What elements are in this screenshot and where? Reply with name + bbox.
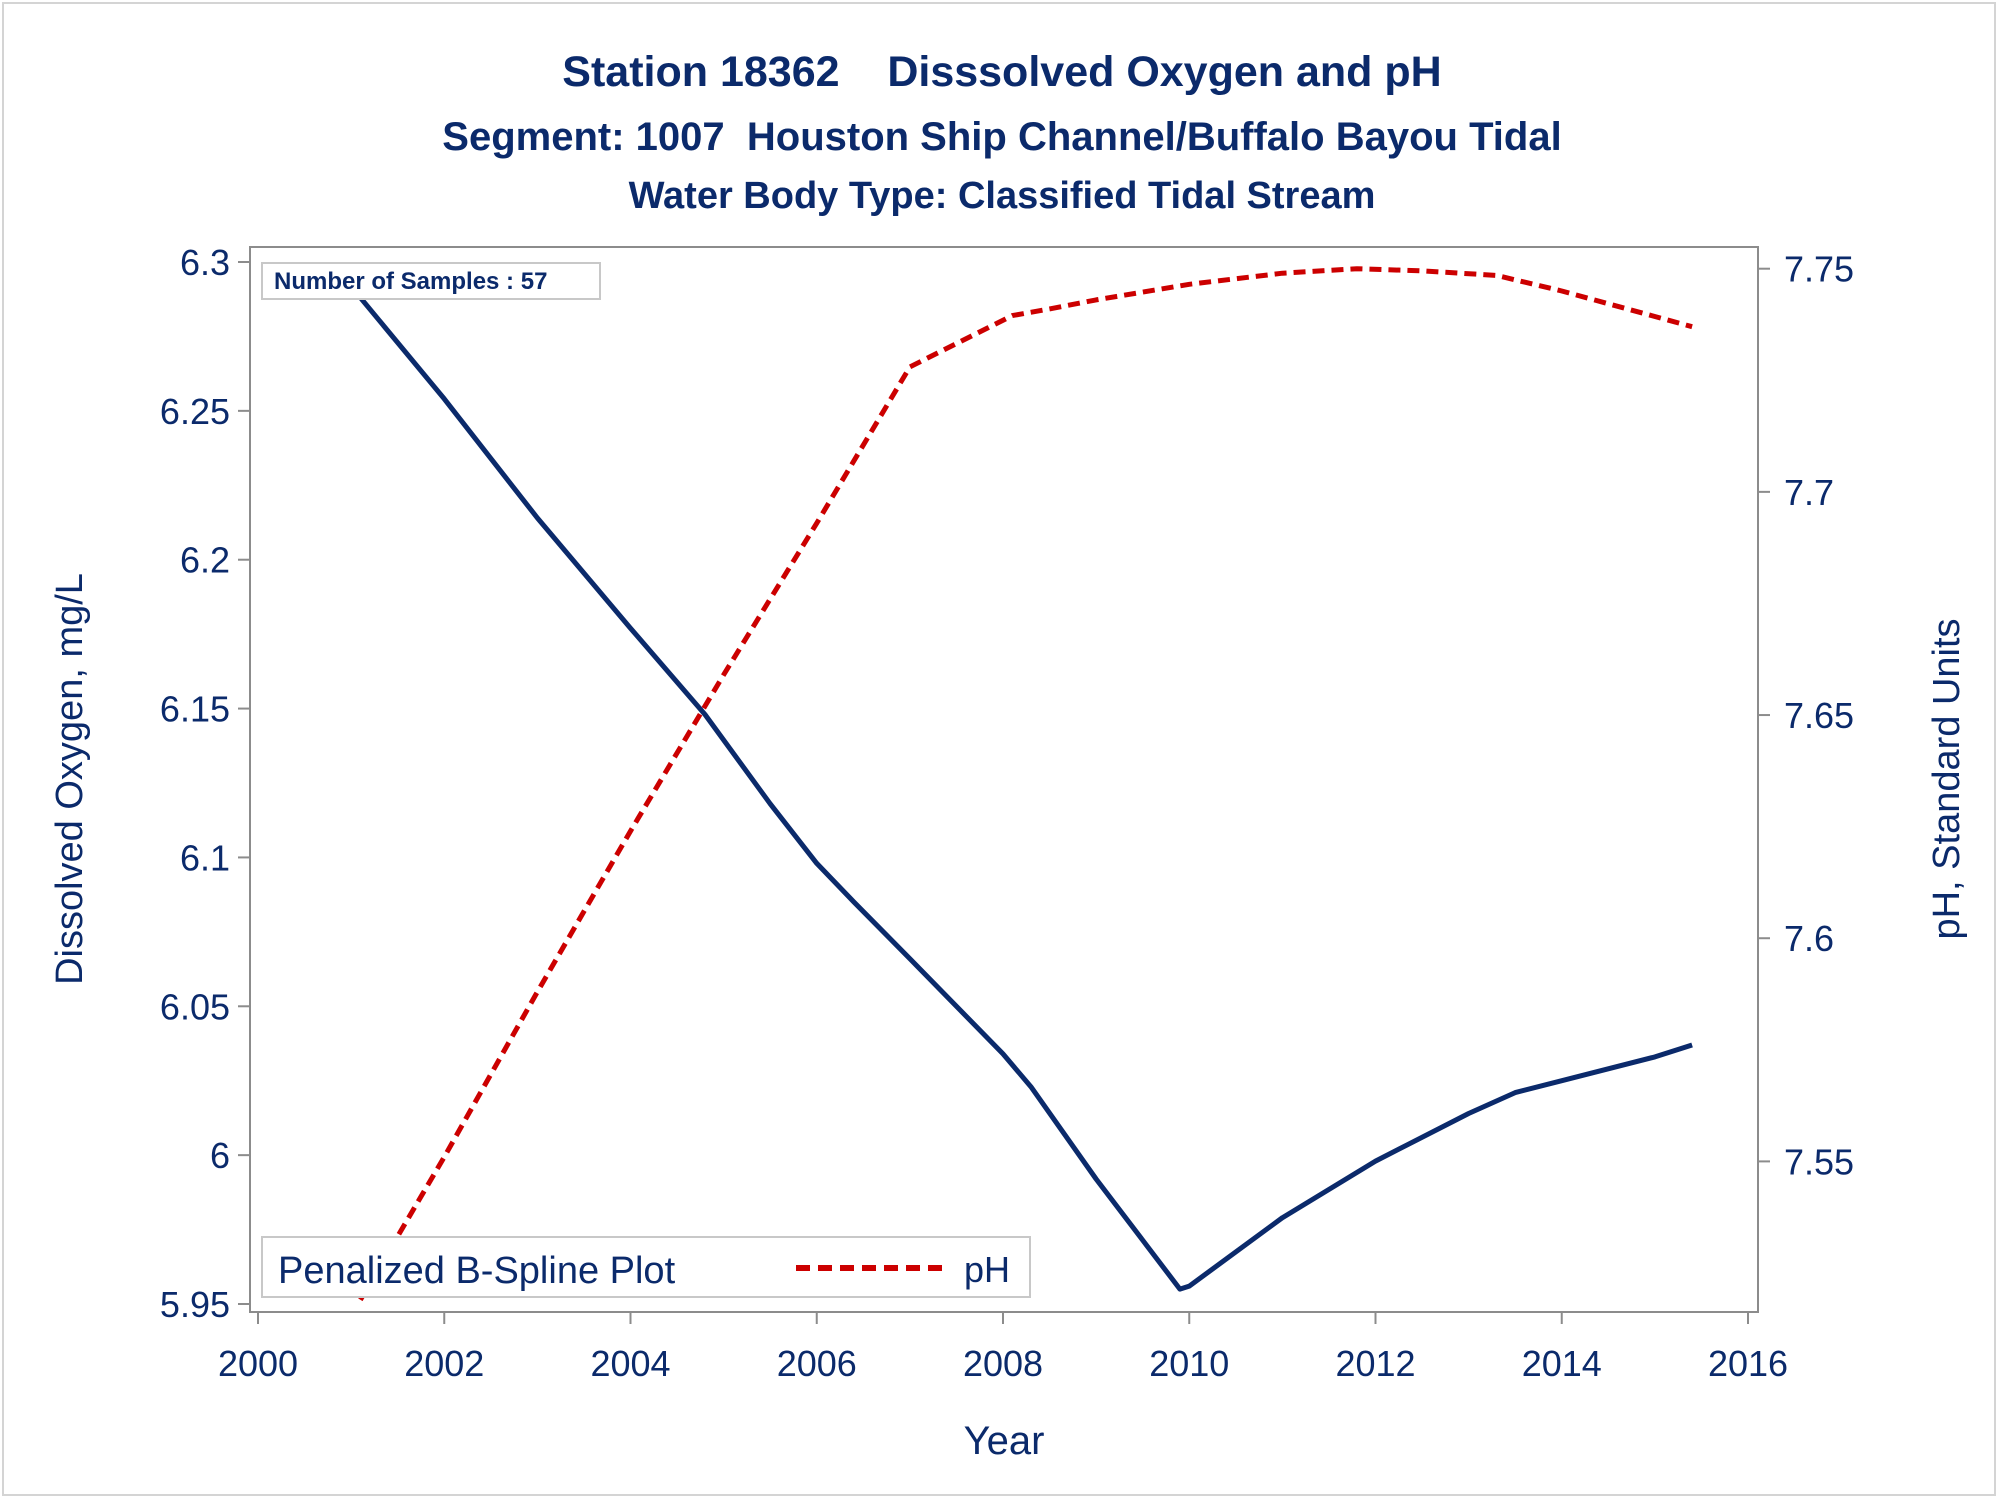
x-tick-label: 2002 xyxy=(404,1343,484,1384)
x-tick-label: 2006 xyxy=(777,1343,857,1384)
legend: Penalized B-Spline Plot pH xyxy=(261,1236,1031,1298)
y2-tick-label: 7.6 xyxy=(1784,918,1834,959)
legend-entry-ph: pH xyxy=(964,1249,1010,1290)
legend-title: Penalized B-Spline Plot xyxy=(278,1250,676,1292)
x-tick-label: 2000 xyxy=(218,1343,298,1384)
y2-axis-label: pH, Standard Units xyxy=(1926,618,1968,939)
y-axis-right: 7.55 7.6 7.65 7.7 7.75 xyxy=(1758,249,1854,1182)
dual-axis-line-chart: Station 18362 Disssolved Oxygen and pH S… xyxy=(49,48,1968,1463)
y2-tick-label: 7.65 xyxy=(1784,695,1854,736)
plot-area xyxy=(249,246,1759,1313)
y-axis-label: Dissolved Oxygen, mg/L xyxy=(49,573,91,985)
y-tick-label: 6.15 xyxy=(160,689,230,730)
y-tick-label: 6.3 xyxy=(180,242,230,283)
sample-count-frame xyxy=(261,262,601,300)
series-line-ph xyxy=(358,266,1693,1302)
y-tick-label: 6.2 xyxy=(180,540,230,581)
y-tick-label: 6.05 xyxy=(160,986,230,1027)
chart-subtitle-water-body: Water Body Type: Classified Tidal Stream xyxy=(629,175,1376,217)
x-tick-label: 2014 xyxy=(1522,1343,1602,1384)
x-tick-label: 2008 xyxy=(963,1343,1043,1384)
series-layer xyxy=(358,266,1693,1302)
x-tick-label: 2004 xyxy=(590,1343,670,1384)
sample-count-text: Number of Samples : 57 xyxy=(274,268,547,295)
series-line-dissolved-oxygen xyxy=(358,296,1693,1292)
x-tick-label: 2010 xyxy=(1149,1343,1229,1384)
y2-tick-label: 7.75 xyxy=(1784,249,1854,290)
y-tick-label: 6 xyxy=(210,1135,230,1176)
y2-tick-label: 7.7 xyxy=(1784,472,1834,513)
y-tick-label: 6.25 xyxy=(160,391,230,432)
y-tick-label: 5.95 xyxy=(160,1284,230,1325)
chart-subtitle: Segment: 1007 Houston Ship Channel/Buffa… xyxy=(442,115,1561,159)
y-tick-label: 6.1 xyxy=(180,837,230,878)
y2-tick-label: 7.55 xyxy=(1784,1141,1854,1182)
x-tick-label: 2012 xyxy=(1335,1343,1415,1384)
legend-frame xyxy=(261,1236,1031,1298)
y-axis-left: 5.95 6 6.05 6.1 6.15 6.2 6.25 6.3 xyxy=(160,242,250,1325)
x-axis: 2000 2002 2004 2006 2008 2010 2012 2014 2016 xyxy=(218,1312,1788,1384)
x-tick-label: 2016 xyxy=(1708,1343,1788,1384)
chart-title: Station 18362 Disssolved Oxygen and pH xyxy=(562,48,1441,96)
sample-count-box: Number of Samples : 57 xyxy=(261,262,601,300)
x-axis-label: Year xyxy=(964,1419,1045,1463)
